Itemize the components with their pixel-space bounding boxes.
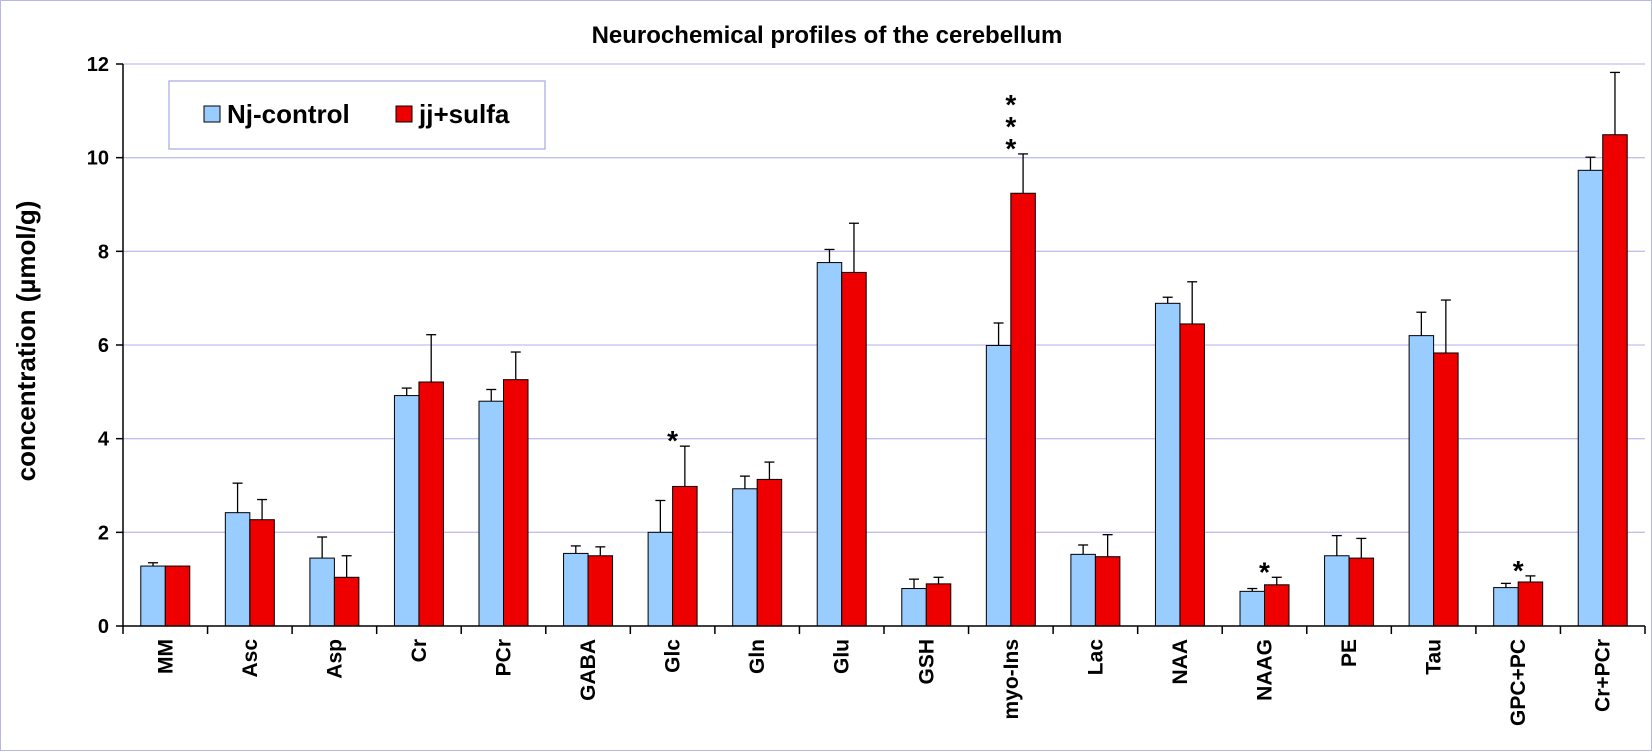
bar-jj-sulfa-asc	[249, 519, 275, 627]
legend-swatch-jj-sulfa	[395, 105, 413, 123]
bar-jj-sulfa-cr	[418, 381, 444, 627]
bar-jj-sulfa-glu	[841, 271, 867, 627]
y-axis-label: concentration (µmol/g)	[11, 201, 41, 482]
chart-title: Neurochemical profiles of the cerebellum	[592, 22, 1063, 49]
bar-nj-control-pe	[1324, 555, 1350, 627]
significance-marker-myo-ins: *	[1005, 89, 1016, 120]
category-label-glc: Glc	[662, 639, 685, 673]
category-label-cr-pcr: Cr+PCr	[1592, 639, 1615, 712]
bar-nj-control-asc	[224, 512, 251, 627]
legend-box	[168, 80, 546, 150]
bar-jj-sulfa-naa	[1179, 323, 1205, 627]
bar-jj-sulfa-myo-ins	[1010, 192, 1036, 627]
y-tick-label-0: 0	[98, 616, 109, 638]
bar-nj-control-cr	[393, 395, 420, 627]
bar-nj-control-asp	[309, 557, 335, 627]
legend-swatch-nj-control	[203, 105, 221, 123]
legend-label-jj-sulfa: jj+sulfa	[418, 99, 510, 129]
bar-jj-sulfa-gln	[756, 478, 783, 627]
bar-jj-sulfa-glc	[672, 485, 698, 627]
significance-marker-myo-ins: *	[1005, 111, 1016, 142]
y-tick-label-12: 12	[87, 54, 109, 76]
bar-jj-sulfa-pcr	[503, 379, 529, 627]
bar-nj-control-glu	[816, 262, 843, 627]
bar-jj-sulfa-pe	[1348, 557, 1375, 627]
grid-lines	[123, 63, 1645, 533]
bar-nj-control-naa	[1154, 302, 1181, 627]
category-label-naa: NAA	[1169, 639, 1192, 685]
category-label-cr: Cr	[408, 639, 431, 662]
category-label-tau: Tau	[1423, 639, 1446, 675]
bar-jj-sulfa-gpc-pc	[1517, 581, 1544, 627]
bar-nj-control-mm	[140, 565, 166, 627]
significance-marker-gpc-pc: *	[1513, 555, 1524, 586]
bar-jj-sulfa-gsh	[925, 583, 952, 627]
y-tick-label-6: 6	[98, 335, 109, 357]
legend: Nj-control jj+sulfa	[168, 80, 546, 150]
bar-nj-control-gln	[732, 488, 758, 627]
bar-nj-control-glc	[647, 531, 674, 627]
bar-jj-sulfa-lac	[1094, 556, 1121, 627]
category-label-pcr: PCr	[493, 639, 516, 676]
category-label-gln: Gln	[746, 639, 769, 674]
category-label-myo-ins: myo-Ins	[1000, 639, 1023, 720]
y-tick-label-2: 2	[98, 522, 109, 544]
y-tick-label-8: 8	[98, 241, 109, 263]
y-tick-label-10: 10	[87, 148, 109, 170]
category-label-gpc-pc: GPC+PC	[1507, 639, 1530, 726]
category-label-pe: PE	[1338, 639, 1361, 667]
y-tick-label-4: 4	[98, 429, 110, 451]
bar-nj-control-pcr	[478, 400, 504, 627]
bar-jj-sulfa-tau	[1433, 352, 1459, 627]
category-label-asp: Asp	[323, 639, 346, 679]
category-label-naag: NAAG	[1254, 639, 1277, 701]
bar-nj-control-naag	[1239, 590, 1265, 627]
category-label-gsh: GSH	[915, 639, 938, 685]
axes: 0 2 4 6 8 10 12 MM Asc Asp Cr PCr GABA Glc Gln Glu GSH my…	[87, 54, 1646, 726]
bar-nj-control-myo-ins	[985, 344, 1012, 627]
bar-nj-control-gsh	[901, 588, 927, 627]
bar-nj-control-gaba	[563, 552, 589, 627]
significance-marker-myo-ins: *	[1005, 133, 1016, 164]
bar-nj-control-tau	[1408, 335, 1435, 627]
bar-jj-sulfa-mm	[164, 565, 191, 627]
bar-jj-sulfa-gaba	[587, 555, 614, 627]
bar-nj-control-gpc-pc	[1493, 587, 1519, 627]
category-label-asc: Asc	[239, 639, 262, 678]
bar-nj-control-lac	[1070, 553, 1096, 627]
significance-marker-naag: *	[1259, 556, 1270, 587]
category-label-glu: Glu	[831, 639, 854, 674]
bar-jj-sulfa-cr-pcr	[1602, 134, 1628, 627]
bar-jj-sulfa-asp	[333, 576, 360, 627]
bars: ***** *	[140, 71, 1628, 627]
category-label-gaba: GABA	[577, 639, 600, 701]
legend-label-nj-control: Nj-control	[227, 99, 350, 129]
bar-jj-sulfa-naag	[1264, 584, 1290, 627]
significance-marker-glc: *	[667, 425, 678, 456]
category-label-lac: Lac	[1084, 639, 1107, 676]
category-label-mm: MM	[154, 639, 177, 674]
bar-nj-control-cr-pcr	[1577, 169, 1604, 627]
